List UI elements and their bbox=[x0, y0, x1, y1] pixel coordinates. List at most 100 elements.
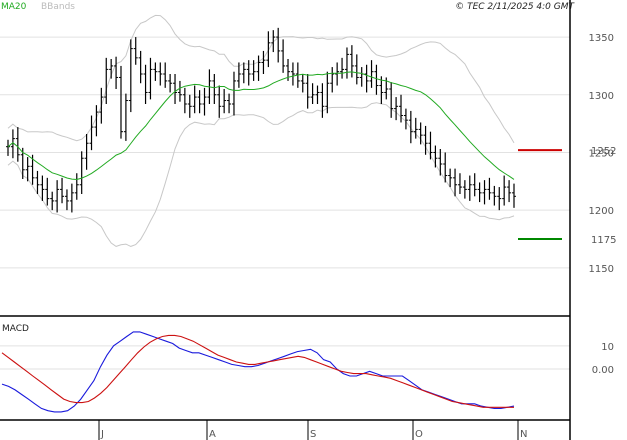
ohlc-bar bbox=[418, 122, 423, 145]
ohlc-bar bbox=[251, 60, 256, 81]
bollinger-bands bbox=[7, 14, 515, 247]
ohlc-bar bbox=[330, 67, 335, 93]
ohlc-bar bbox=[467, 175, 472, 201]
ohlc-bar bbox=[104, 57, 109, 104]
bband-lower bbox=[7, 102, 515, 247]
ohlc-bar bbox=[428, 131, 433, 160]
price-tick-label: 1350 bbox=[589, 33, 614, 44]
time-tick-label: N bbox=[520, 429, 527, 440]
ohlc-bar bbox=[163, 62, 168, 88]
ohlc-bar bbox=[462, 180, 467, 199]
ohlc-bar bbox=[408, 110, 413, 144]
ohlc-bar bbox=[487, 177, 492, 200]
ohlc-bar bbox=[389, 82, 394, 118]
ohlc-bar bbox=[492, 185, 497, 206]
ohlc-bar bbox=[222, 89, 227, 114]
ohlc-bar bbox=[158, 62, 163, 86]
ohlc-bar bbox=[413, 117, 418, 139]
ohlc-bar bbox=[335, 62, 340, 86]
ohlc-bar bbox=[182, 87, 187, 114]
ohlc-bar bbox=[123, 93, 128, 141]
ohlc-bar bbox=[374, 64, 379, 95]
ohlc-bar bbox=[369, 60, 374, 88]
ohlc-bar bbox=[482, 180, 487, 205]
ohlc-bar bbox=[30, 154, 35, 185]
ma20-path bbox=[7, 71, 515, 181]
copyright-text: © TEC 2/11/2025 4:0 GMT bbox=[455, 2, 575, 12]
ohlc-bar bbox=[10, 129, 15, 159]
support-label: 1175 bbox=[591, 235, 616, 246]
ohlc-bar bbox=[276, 27, 281, 63]
ohlc-bar bbox=[477, 182, 482, 203]
ohlc-bar bbox=[512, 183, 516, 208]
ohlc-bar bbox=[281, 39, 286, 73]
ohlc-bar bbox=[364, 64, 369, 93]
ohlc-bar bbox=[399, 94, 404, 123]
ohlc-bar bbox=[305, 74, 310, 109]
ohlc-bar bbox=[133, 37, 138, 65]
ohlc-bar bbox=[236, 62, 241, 88]
ohlc-bar bbox=[55, 180, 60, 213]
ohlc-bar bbox=[89, 115, 94, 151]
ohlc-bar bbox=[472, 173, 477, 197]
ohlc-bar bbox=[40, 175, 45, 201]
macd-grid bbox=[0, 345, 570, 370]
ohlc-bar bbox=[74, 173, 79, 200]
ohlc-bar bbox=[340, 57, 345, 79]
ohlc-bar bbox=[99, 87, 104, 124]
ohlc-bar bbox=[266, 31, 271, 68]
ohlc-bar bbox=[231, 71, 236, 116]
ohlc-bars bbox=[6, 27, 516, 213]
ohlc-bar bbox=[153, 62, 158, 81]
ohlc-bar bbox=[448, 168, 453, 188]
ohlc-bar bbox=[359, 67, 364, 87]
ohlc-bar bbox=[300, 74, 305, 93]
ohlc-bar bbox=[94, 105, 99, 137]
ohlc-bar bbox=[148, 57, 153, 100]
ohlc-bar bbox=[168, 74, 173, 93]
ohlc-bar bbox=[64, 189, 69, 211]
bband-upper bbox=[7, 14, 515, 144]
ohlc-bar bbox=[177, 80, 182, 102]
ohlc-bar bbox=[227, 93, 232, 114]
ohlc-bar bbox=[423, 125, 428, 155]
ohlc-bar bbox=[344, 47, 349, 79]
ohlc-bar bbox=[15, 127, 20, 162]
ohlc-bar bbox=[187, 94, 192, 118]
signal-line bbox=[1, 334, 514, 408]
time-tick-label: A bbox=[209, 429, 216, 440]
ohlc-bar bbox=[143, 64, 148, 104]
ohlc-bar bbox=[403, 108, 408, 130]
time-tick-label: J bbox=[100, 429, 104, 440]
ohlc-bar bbox=[25, 157, 30, 182]
ohlc-bar bbox=[256, 55, 261, 81]
macd-lines bbox=[1, 331, 515, 413]
ma20-line bbox=[7, 71, 515, 181]
legend-bbands: BBands bbox=[41, 2, 75, 12]
macd-tick-label: 0.00 bbox=[592, 365, 614, 376]
price-grid bbox=[0, 36, 570, 269]
ohlc-bar bbox=[502, 175, 507, 206]
ohlc-bar bbox=[438, 149, 443, 176]
ohlc-bar bbox=[443, 152, 448, 183]
price-tick-label: 1150 bbox=[589, 264, 614, 275]
ohlc-bar bbox=[128, 39, 133, 113]
ohlc-bar bbox=[433, 145, 438, 168]
ohlc-bar bbox=[50, 191, 55, 211]
time-tick-label: S bbox=[310, 429, 316, 440]
ohlc-bar bbox=[354, 54, 359, 85]
ohlc-bar bbox=[79, 151, 84, 194]
macd-axis-labels: 100.00 bbox=[592, 342, 614, 376]
price-tick-label: 1200 bbox=[589, 206, 614, 217]
ohlc-bar bbox=[114, 56, 119, 89]
ohlc-bar bbox=[457, 173, 462, 194]
ohlc-bar bbox=[60, 177, 65, 204]
ohlc-bar bbox=[45, 177, 50, 206]
ohlc-bar bbox=[6, 139, 10, 156]
ohlc-bar bbox=[507, 180, 512, 203]
ohlc-bar bbox=[217, 85, 222, 118]
ohlc-bar bbox=[138, 50, 143, 84]
ohlc-bar bbox=[192, 85, 197, 114]
